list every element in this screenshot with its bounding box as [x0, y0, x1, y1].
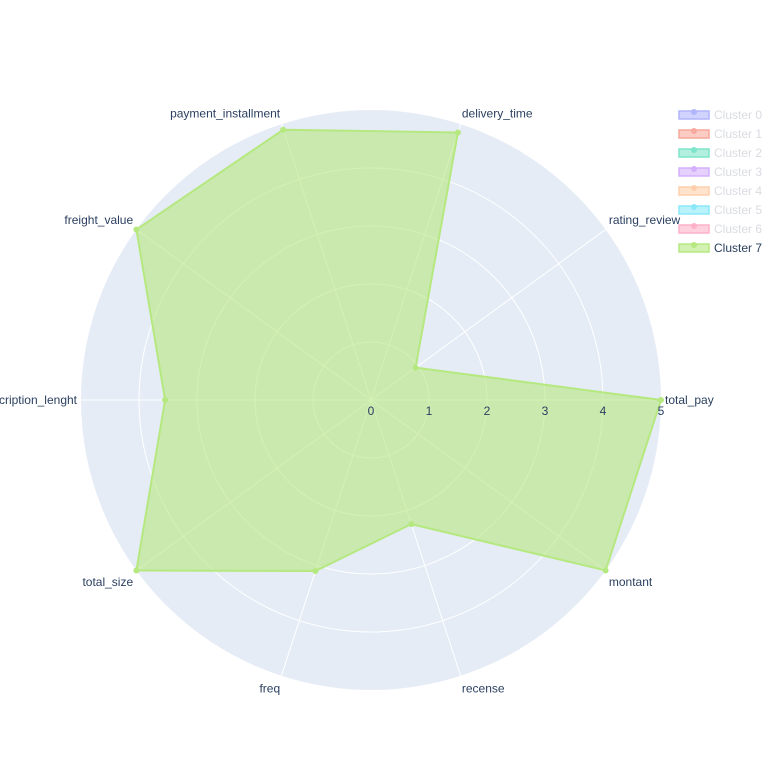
data-point[interactable] [602, 567, 609, 574]
axis-label-payment-installment: payment_installment [170, 106, 281, 120]
legend-label: Cluster 0 [714, 108, 762, 122]
radial-ticks: 0 1 2 3 4 5 [368, 404, 665, 418]
radial-tick-label: 1 [426, 404, 433, 418]
legend-marker [691, 223, 697, 229]
axis-label-total-pay: total_pay [665, 393, 714, 407]
axis-label-description-lenght: description_lenght [0, 393, 78, 407]
axis-label-freight-value: freight_value [64, 213, 133, 227]
legend-label: Cluster 1 [714, 127, 762, 141]
legend-marker [691, 147, 697, 153]
axis-label-total-size: total_size [82, 575, 133, 589]
radial-tick-label: 3 [542, 404, 549, 418]
legend-label: Cluster 5 [714, 203, 762, 217]
angular-axis-labels: total_pay rating_review delivery_time payme… [0, 106, 714, 695]
data-point[interactable] [412, 364, 419, 371]
legend[interactable]: Cluster 0 Cluster 1 Cluster 2 Cluster 3 Clus… [678, 108, 762, 255]
axis-label-rating-review: rating_review [609, 213, 681, 227]
radial-tick-label: 5 [658, 404, 665, 418]
legend-item[interactable]: Cluster 0 [678, 108, 762, 122]
legend-label: Cluster 2 [714, 146, 762, 160]
data-point[interactable] [658, 397, 664, 403]
legend-marker [691, 242, 697, 248]
data-point[interactable] [133, 226, 140, 233]
data-point[interactable] [312, 567, 319, 574]
legend-marker [691, 185, 697, 191]
legend-item[interactable]: Cluster 6 [678, 222, 762, 236]
legend-label: Cluster 7 [714, 241, 762, 255]
data-point[interactable] [280, 126, 287, 133]
legend-marker [691, 128, 697, 134]
legend-marker [691, 204, 697, 210]
axis-label-freq: freq [259, 682, 280, 696]
legend-item[interactable]: Cluster 7 [678, 241, 762, 255]
legend-label: Cluster 3 [714, 165, 762, 179]
data-point[interactable] [133, 567, 140, 574]
legend-item[interactable]: Cluster 4 [678, 184, 762, 198]
radial-tick-label: 0 [368, 404, 375, 418]
radial-tick-label: 4 [600, 404, 607, 418]
series-layer [133, 126, 664, 574]
series-cluster-7 [133, 126, 664, 574]
legend-item[interactable]: Cluster 2 [678, 146, 762, 160]
legend-marker [691, 166, 697, 172]
data-point[interactable] [408, 521, 415, 528]
legend-item[interactable]: Cluster 3 [678, 165, 762, 179]
legend-label: Cluster 4 [714, 184, 762, 198]
radial-tick-label: 2 [484, 404, 491, 418]
axis-label-montant: montant [609, 575, 653, 589]
data-point[interactable] [454, 129, 461, 136]
axis-label-delivery-time: delivery_time [462, 106, 533, 120]
legend-item[interactable]: Cluster 5 [678, 203, 762, 217]
legend-label: Cluster 6 [714, 222, 762, 236]
axis-label-recense: recense [462, 682, 505, 696]
legend-item[interactable]: Cluster 1 [678, 127, 762, 141]
legend-marker [691, 109, 697, 115]
data-point[interactable] [162, 397, 169, 403]
